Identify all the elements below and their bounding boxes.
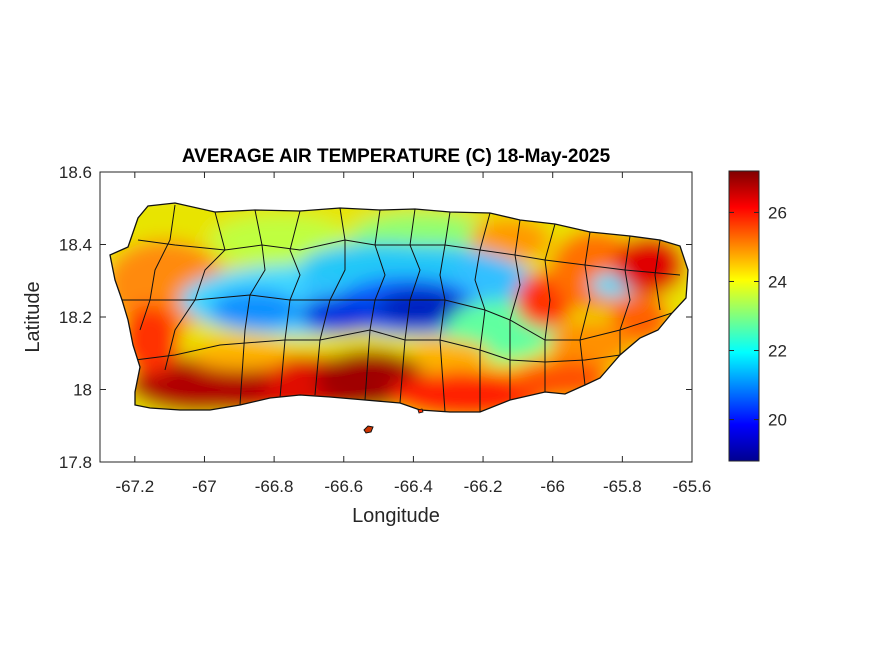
chart-title: AVERAGE AIR TEMPERATURE (C) 18-May-2025 bbox=[182, 146, 611, 167]
x-tick-label: -65.6 bbox=[673, 477, 712, 496]
y-tick-label: 17.8 bbox=[59, 453, 92, 472]
x-tick-label: -67 bbox=[192, 477, 217, 496]
colorbar-tick-label: 26 bbox=[768, 203, 787, 222]
x-tick-label: -65.8 bbox=[603, 477, 642, 496]
x-axis: -67.2 -67 -66.8 -66.6 -66.4 -66.2 -66 -65.8 -65.… bbox=[115, 172, 711, 496]
y-axis: 17.8 18 18.2 18.4 18.6 bbox=[59, 163, 692, 472]
x-axis-label: Longitude bbox=[352, 505, 440, 527]
colorbar-tick-label: 22 bbox=[768, 342, 787, 361]
y-tick-label: 18.6 bbox=[59, 163, 92, 182]
x-tick-label: -67.2 bbox=[115, 477, 154, 496]
y-tick-label: 18.2 bbox=[59, 308, 92, 327]
colorbar-ticks: 20 22 24 26 bbox=[729, 203, 787, 430]
colorbar-tick-label: 20 bbox=[768, 411, 787, 430]
x-tick-label: -66.8 bbox=[255, 477, 294, 496]
x-tick-label: -66.4 bbox=[394, 477, 433, 496]
y-tick-label: 18.4 bbox=[59, 236, 92, 255]
caja-de-muertos-island bbox=[363, 425, 374, 434]
colorbar bbox=[728, 170, 760, 462]
x-tick-label: -66 bbox=[540, 477, 565, 496]
colorbar-tick-label: 24 bbox=[768, 272, 787, 291]
cayo-islet bbox=[417, 408, 424, 414]
y-tick-label: 18 bbox=[73, 381, 92, 400]
x-tick-label: -66.2 bbox=[464, 477, 503, 496]
municipality-boundaries bbox=[122, 204, 681, 412]
x-tick-label: -66.6 bbox=[324, 477, 363, 496]
y-axis-label: Latitude bbox=[22, 281, 44, 352]
